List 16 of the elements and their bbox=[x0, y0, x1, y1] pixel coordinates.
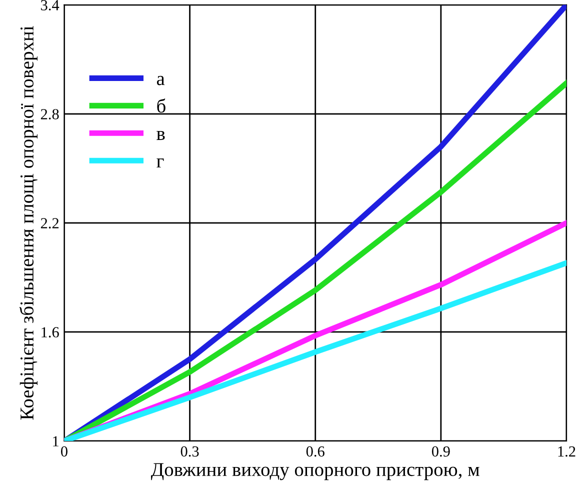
legend-label: в bbox=[156, 131, 165, 140]
y-tick-label: 3.4 bbox=[41, 0, 60, 10]
legend-label: б bbox=[157, 98, 166, 113]
y-tick-label: 2.8 bbox=[40, 109, 59, 120]
x-tick-label: 0.3 bbox=[180, 446, 199, 457]
x-tick-label: 0.9 bbox=[432, 446, 450, 457]
y-tick-label: 1 bbox=[53, 436, 58, 446]
x-axis-title: Довжини виходу опорного пристрою, м bbox=[150, 463, 480, 480]
x-tick-label: 0.6 bbox=[306, 446, 324, 457]
legend-label: г bbox=[156, 158, 164, 168]
x-tick-label: 1.2 bbox=[558, 446, 576, 457]
y-tick-label: 2.2 bbox=[40, 218, 59, 228]
x-tick-label: 0 bbox=[61, 446, 68, 457]
legend-label: а bbox=[156, 76, 165, 86]
y-tick-label: 1.6 bbox=[42, 327, 59, 338]
y-axis-title: Коефіцієнт збільшення площі опорної поверхні bbox=[19, 26, 38, 420]
